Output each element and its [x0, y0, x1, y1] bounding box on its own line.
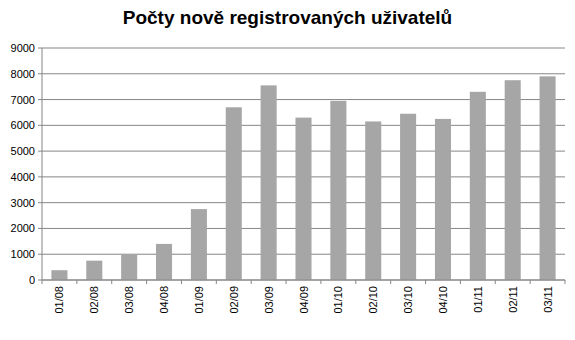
bar [121, 254, 137, 280]
x-tick-separator [111, 280, 112, 284]
x-tick-label: 02/08 [88, 286, 100, 314]
x-tick-separator [181, 280, 182, 284]
y-tick-label: 1000 [11, 248, 35, 260]
bar [156, 244, 172, 280]
bar [86, 261, 102, 280]
y-tick-label: 5000 [11, 145, 35, 157]
tick-mark [38, 228, 42, 229]
x-tick-label: 02/11 [507, 286, 519, 313]
x-tick-separator [286, 280, 287, 284]
x-tick-separator [42, 280, 43, 284]
bar [435, 119, 451, 280]
bar [226, 107, 242, 280]
x-tick-label: 02/10 [367, 286, 379, 314]
x-tick-separator [76, 280, 77, 284]
x-tick-label: 01/08 [53, 286, 65, 314]
x-tick-label: 03/09 [263, 286, 275, 314]
x-tick-label: 01/09 [193, 286, 205, 314]
grid-line [42, 48, 565, 49]
x-tick-separator [146, 280, 147, 284]
grid-line [42, 99, 565, 100]
x-tick-separator [320, 280, 321, 284]
y-axis [42, 48, 43, 280]
bar [365, 121, 381, 280]
x-tick-label: 04/10 [437, 286, 449, 314]
bar [261, 85, 277, 280]
bar [540, 76, 556, 280]
y-tick-label: 9000 [11, 42, 35, 54]
y-tick-label: 6000 [11, 119, 35, 131]
x-tick-label: 01/10 [332, 286, 344, 314]
x-tick-label: 03/08 [123, 286, 135, 314]
tick-mark [38, 280, 42, 281]
grid-line [42, 280, 565, 281]
y-tick-label: 3000 [11, 197, 35, 209]
bar [470, 92, 486, 280]
bar [191, 209, 207, 280]
x-tick-label: 02/09 [228, 286, 240, 314]
x-tick-separator [565, 280, 566, 284]
x-tick-separator [495, 280, 496, 284]
tick-mark [38, 176, 42, 177]
x-axis [42, 280, 565, 281]
x-tick-separator [425, 280, 426, 284]
x-tick-label: 01/11 [472, 286, 484, 313]
bar [505, 80, 521, 280]
y-tick-label: 4000 [11, 171, 35, 183]
tick-mark [38, 125, 42, 126]
chart-container: Počty nově registrovaných uživatelů 0 1000… [0, 0, 575, 340]
bar [400, 114, 416, 280]
tick-mark [38, 254, 42, 255]
bar [295, 118, 311, 280]
x-tick-separator [390, 280, 391, 284]
grid-line [42, 73, 565, 74]
x-tick-separator [530, 280, 531, 284]
bar [51, 270, 67, 280]
tick-mark [38, 202, 42, 203]
x-tick-separator [216, 280, 217, 284]
x-tick-label: 03/11 [542, 286, 554, 313]
x-tick-label: 04/09 [298, 286, 310, 314]
tick-mark [38, 73, 42, 74]
x-tick-separator [251, 280, 252, 284]
y-tick-label: 8000 [11, 68, 35, 80]
x-tick-separator [460, 280, 461, 284]
bar [330, 101, 346, 280]
x-tick-separator [355, 280, 356, 284]
y-tick-label: 0 [29, 274, 35, 286]
y-tick-label: 7000 [11, 94, 35, 106]
y-tick-label: 2000 [11, 222, 35, 234]
tick-mark [38, 48, 42, 49]
chart-svg: Počty nově registrovaných uživatelů 0 1000… [0, 0, 575, 340]
bars [51, 76, 555, 280]
tick-mark [38, 151, 42, 152]
chart-title: Počty nově registrovaných uživatelů [123, 7, 452, 28]
x-tick-label: 04/08 [158, 286, 170, 314]
x-tick-label: 03/10 [402, 286, 414, 314]
tick-mark [38, 99, 42, 100]
